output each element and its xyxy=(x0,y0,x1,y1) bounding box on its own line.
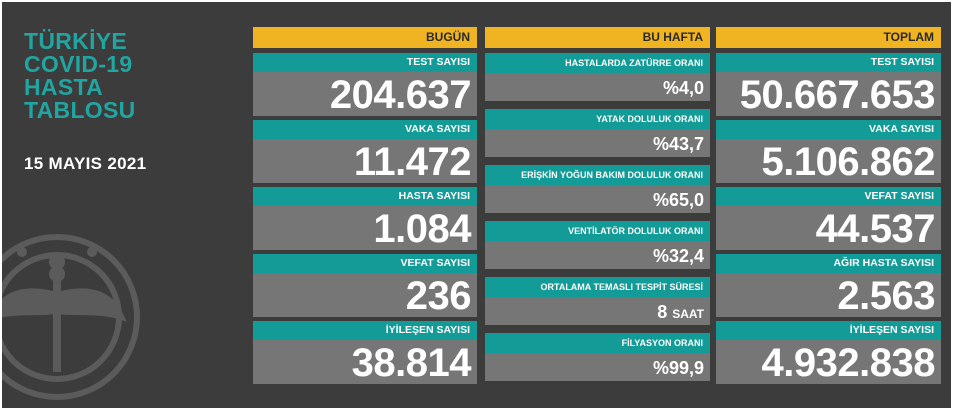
card-value: 204.637 xyxy=(253,72,477,117)
total-test-card: TEST SAYISI 50.667.653 xyxy=(716,53,941,117)
report-date: 15 MAYIS 2021 xyxy=(24,154,147,173)
card-label: TEST SAYISI xyxy=(253,53,477,72)
card-label: TEST SAYISI xyxy=(716,53,941,72)
card-value: 8 SAAT xyxy=(485,297,710,325)
card-value-unit: SAAT xyxy=(672,307,704,321)
card-value: %43,7 xyxy=(485,129,710,157)
week-icu-occupancy-card: ERİŞKİN YOĞUN BAKIM DOLULUK ORANI %65,0 xyxy=(485,165,710,213)
total-recovered-card: İYİLEŞEN SAYISI 4.932.838 xyxy=(716,321,941,385)
card-value: 4.932.838 xyxy=(716,340,941,385)
week-header: BU HAFTA xyxy=(485,27,710,48)
card-label: VENTİLATÖR DOLULUK ORANI xyxy=(485,221,710,241)
total-column: TOPLAM TEST SAYISI 50.667.653 VAKA SAYIS… xyxy=(716,27,941,385)
covid-table-board: TÜRKİYE COVID-19 HASTA TABLOSU 15 MAYIS … xyxy=(2,2,951,408)
today-column: BUGÜN TEST SAYISI 204.637 VAKA SAYISI 11… xyxy=(253,27,477,385)
today-recovered-card: İYİLEŞEN SAYISI 38.814 xyxy=(253,321,477,385)
total-case-card: VAKA SAYISI 5.106.862 xyxy=(716,120,941,184)
card-value: 11.472 xyxy=(253,139,477,184)
card-label: ORTALAMA TEMASLI TESPİT SÜRESİ xyxy=(485,277,710,297)
title-line: HASTA xyxy=(24,74,104,100)
card-value: %99,9 xyxy=(485,353,710,381)
card-value: 44.537 xyxy=(716,206,941,251)
card-value: %32,4 xyxy=(485,241,710,269)
card-label: HASTALARDA ZATÜRRE ORANI xyxy=(485,53,710,73)
week-filiation-card: FİLYASYON ORANI %99,9 xyxy=(485,333,710,381)
week-column: BU HAFTA HASTALARDA ZATÜRRE ORANI %4,0 Y… xyxy=(485,27,710,381)
card-value: %65,0 xyxy=(485,185,710,213)
card-value: 38.814 xyxy=(253,340,477,385)
card-value: 5.106.862 xyxy=(716,139,941,184)
page-title: TÜRKİYE COVID-19 HASTA TABLOSU xyxy=(24,30,136,122)
week-contact-time-card: ORTALAMA TEMASLI TESPİT SÜRESİ 8 SAAT xyxy=(485,277,710,325)
today-patient-card: HASTA SAYISI 1.084 xyxy=(253,187,477,251)
card-label: FİLYASYON ORANI xyxy=(485,333,710,353)
card-value: 2.563 xyxy=(716,273,941,318)
card-value: 50.667.653 xyxy=(716,72,941,117)
today-header: BUGÜN xyxy=(253,27,477,48)
card-label: İYİLEŞEN SAYISI xyxy=(253,321,477,340)
card-label: HASTA SAYISI xyxy=(253,187,477,206)
card-value: 236 xyxy=(253,273,477,318)
card-value: 1.084 xyxy=(253,206,477,251)
today-case-card: VAKA SAYISI 11.472 xyxy=(253,120,477,184)
card-label: AĞIR HASTA SAYISI xyxy=(716,254,941,273)
card-label: VEFAT SAYISI xyxy=(716,187,941,206)
title-line: COVID-19 xyxy=(24,51,133,77)
card-label: İYİLEŞEN SAYISI xyxy=(716,321,941,340)
week-pneumonia-card: HASTALARDA ZATÜRRE ORANI %4,0 xyxy=(485,53,710,101)
card-label: VEFAT SAYISI xyxy=(253,254,477,273)
card-value: %4,0 xyxy=(485,73,710,101)
week-bed-occupancy-card: YATAK DOLULUK ORANI %43,7 xyxy=(485,109,710,157)
card-label: ERİŞKİN YOĞUN BAKIM DOLULUK ORANI xyxy=(485,165,710,185)
total-header: TOPLAM xyxy=(716,27,941,48)
card-label: YATAK DOLULUK ORANI xyxy=(485,109,710,129)
total-death-card: VEFAT SAYISI 44.537 xyxy=(716,187,941,251)
ministry-of-health-emblem-icon xyxy=(2,234,140,400)
week-ventilator-card: VENTİLATÖR DOLULUK ORANI %32,4 xyxy=(485,221,710,269)
card-label: VAKA SAYISI xyxy=(716,120,941,139)
card-label: VAKA SAYISI xyxy=(253,120,477,139)
total-critical-card: AĞIR HASTA SAYISI 2.563 xyxy=(716,254,941,318)
today-death-card: VEFAT SAYISI 236 xyxy=(253,254,477,318)
title-line: TÜRKİYE xyxy=(24,28,128,54)
card-value-number: 8 xyxy=(657,302,668,322)
today-test-card: TEST SAYISI 204.637 xyxy=(253,53,477,117)
title-line: TABLOSU xyxy=(24,97,136,123)
